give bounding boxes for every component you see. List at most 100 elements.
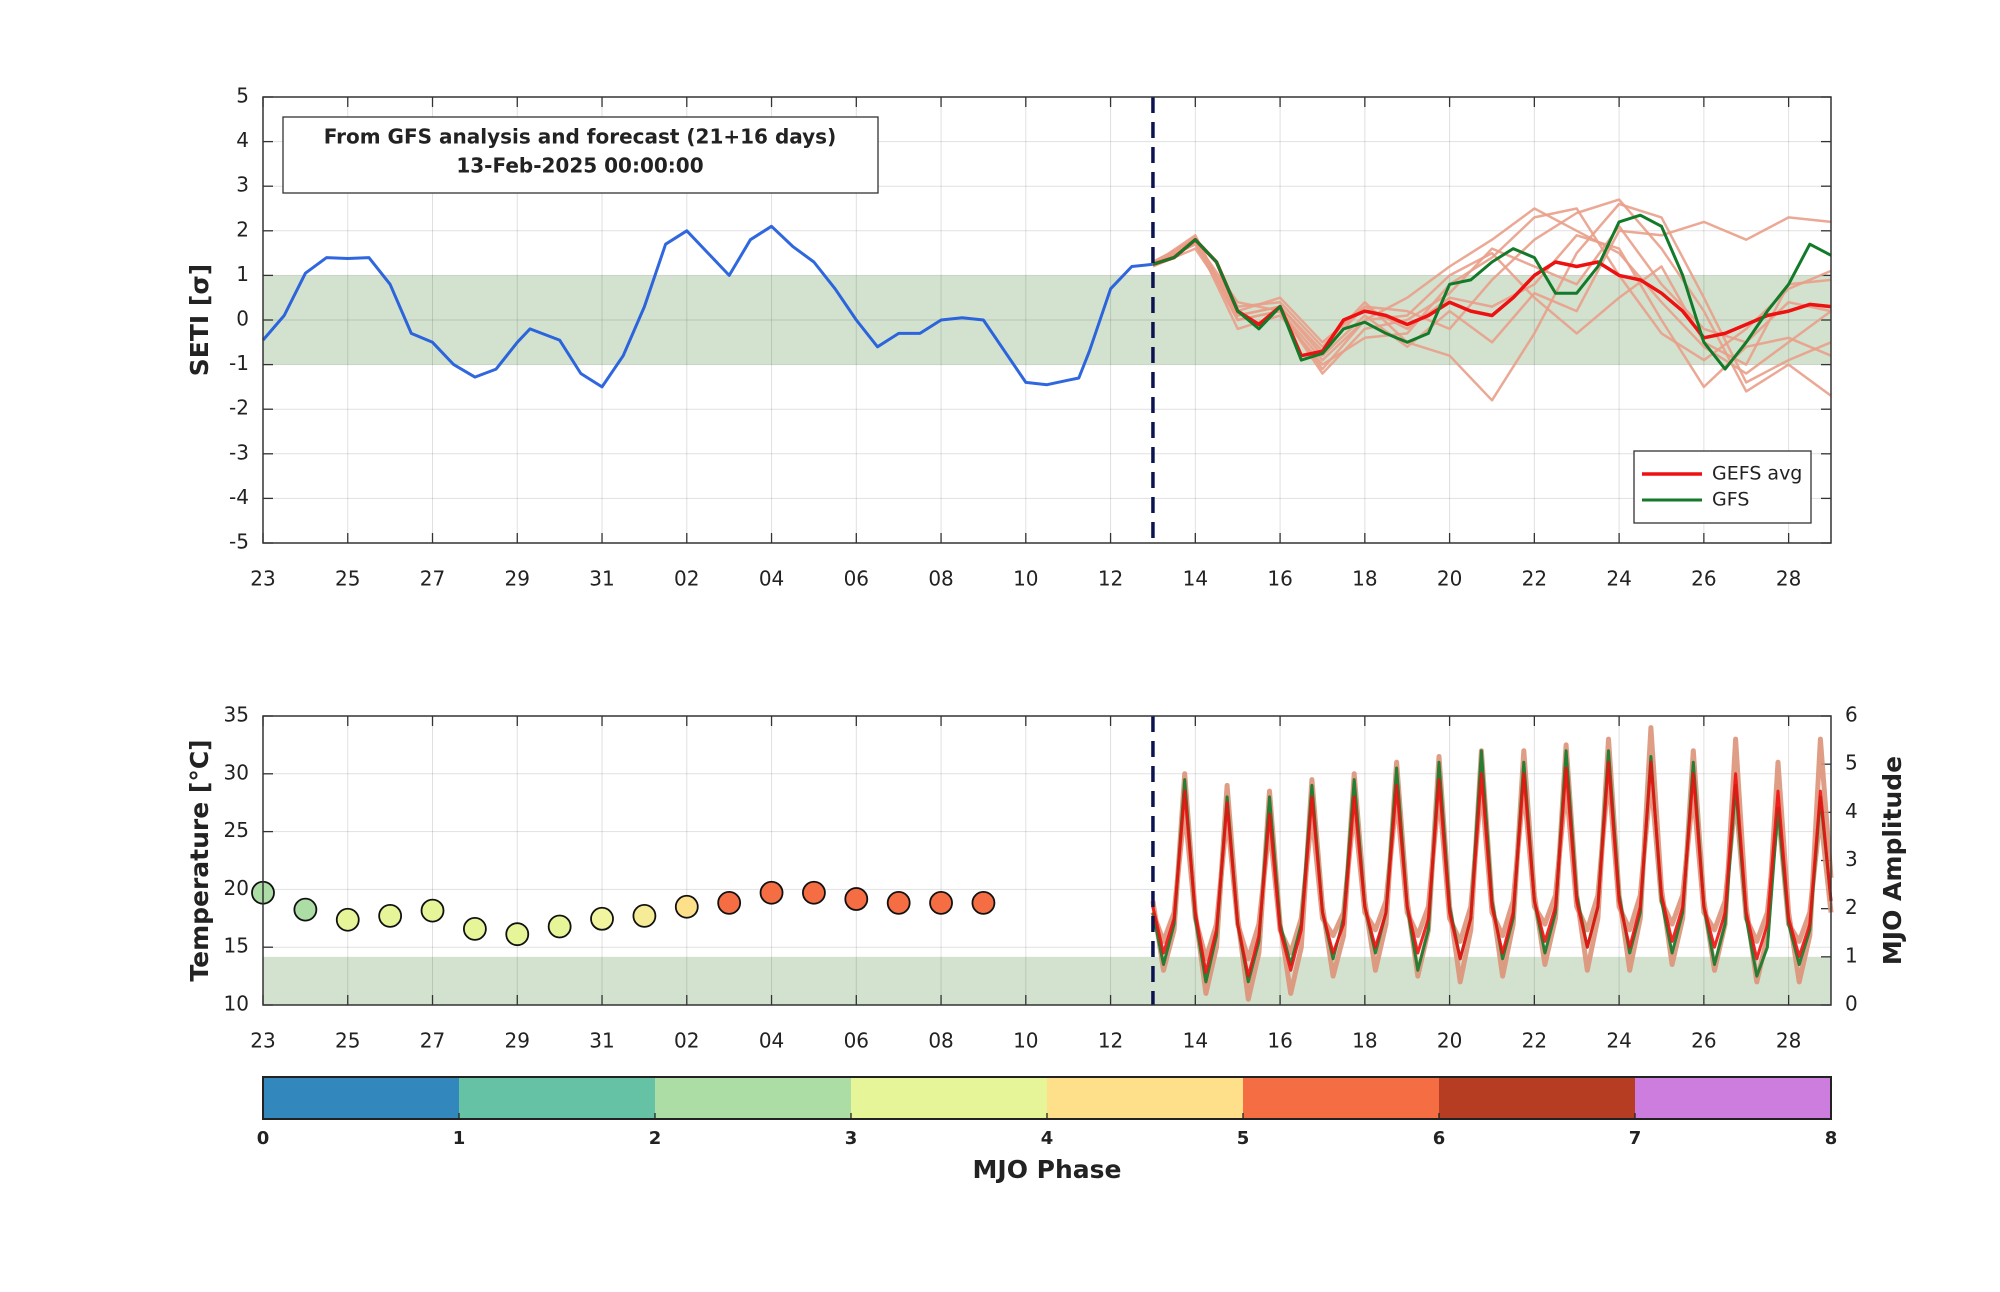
- x-tick-label: 18: [1352, 567, 1377, 591]
- y-tick-label: 25: [224, 818, 249, 842]
- y-tick-label: 4: [236, 128, 249, 152]
- phase-dot: [462, 916, 487, 941]
- phase-dot: [929, 890, 953, 915]
- x-tick-label: 31: [589, 567, 614, 591]
- y-tick-label: 2: [236, 217, 249, 241]
- x-tick-label: 23: [250, 567, 275, 591]
- x-tick-label: 04: [759, 1029, 784, 1053]
- series-line: [1152, 237, 1832, 358]
- x-tick-label: 02: [674, 1029, 699, 1053]
- x-tick-label: 23: [250, 1029, 275, 1053]
- y2-tick-label: 3: [1845, 847, 1858, 871]
- x-tick-label: 24: [1606, 567, 1631, 591]
- colorbar-tick-label: 5: [1237, 1128, 1250, 1149]
- phase-dot: [547, 914, 572, 939]
- phase-dot: [590, 906, 614, 931]
- phase-dot: [378, 903, 403, 928]
- x-tick-label: 28: [1776, 567, 1801, 591]
- phase-dot: [759, 880, 784, 905]
- y-tick-label: -4: [229, 485, 249, 509]
- series-line: [1152, 234, 1832, 389]
- colorbar-label: MJO Phase: [973, 1155, 1122, 1184]
- series-line: [1152, 213, 1832, 371]
- phase-dot: [802, 880, 826, 905]
- y2-tick-label: 5: [1845, 751, 1858, 775]
- x-tick-label: 06: [844, 567, 869, 591]
- phase-dot: [971, 890, 996, 915]
- y2-tick-label: 2: [1845, 895, 1858, 919]
- x-tick-label: 08: [928, 567, 953, 591]
- phase-dot: [844, 887, 869, 911]
- y-tick-label: 0: [236, 307, 249, 331]
- colorbar-tick-label: 4: [1041, 1128, 1054, 1149]
- phase-dot: [293, 897, 318, 922]
- colorbar-segment: [1439, 1077, 1635, 1119]
- x-tick-label: 14: [1183, 1029, 1208, 1053]
- x-tick-label: 25: [335, 567, 360, 591]
- y-tick-label: 1: [236, 262, 249, 286]
- x-tick-label: 12: [1098, 1029, 1123, 1053]
- x-tick-label: 10: [1013, 1029, 1038, 1053]
- plot-frame: [262, 96, 1832, 544]
- y2-tick-label: 6: [1845, 703, 1858, 727]
- x-tick-label: 02: [674, 567, 699, 591]
- legend-box: [1633, 450, 1812, 524]
- phase-dot: [632, 903, 657, 928]
- phase-dot: [886, 890, 911, 915]
- annotation-text: From GFS analysis and forecast (21+16 da…: [324, 125, 836, 149]
- x-tick-label: 28: [1776, 1029, 1801, 1053]
- y-tick-label: -5: [229, 530, 249, 554]
- x-tick-label: 26: [1691, 1029, 1716, 1053]
- series-line: [1152, 198, 1832, 397]
- annotation-text: 13-Feb-2025 00:00:00: [456, 154, 703, 178]
- colorbar-tick-label: 0: [257, 1128, 270, 1149]
- colorbar-tick-label: 2: [649, 1128, 662, 1149]
- y-tick-label: 30: [224, 760, 249, 784]
- y-tick-label: -1: [229, 351, 249, 375]
- colorbar-tick-label: 6: [1433, 1128, 1446, 1149]
- colorbar-segment: [655, 1077, 851, 1119]
- colorbar-tick-label: 1: [453, 1128, 466, 1149]
- x-tick-label: 12: [1098, 567, 1123, 591]
- x-tick-label: 29: [505, 567, 530, 591]
- x-tick-label: 24: [1606, 1029, 1631, 1053]
- x-tick-label: 27: [420, 1029, 445, 1053]
- y-tick-label: 3: [236, 173, 249, 197]
- colorbar-segment: [459, 1077, 655, 1119]
- x-tick-label: 29: [505, 1029, 530, 1053]
- x-tick-label: 22: [1522, 1029, 1547, 1053]
- y-axis-label: SETI [σ]: [185, 264, 214, 376]
- x-tick-label: 08: [928, 1029, 953, 1053]
- x-tick-label: 26: [1691, 567, 1716, 591]
- y-tick-label: 35: [224, 703, 249, 727]
- y-tick-label: -3: [229, 440, 249, 464]
- x-tick-label: 22: [1522, 567, 1547, 591]
- x-tick-label: 04: [759, 567, 784, 591]
- x-tick-label: 27: [420, 567, 445, 591]
- y-tick-label: -2: [229, 396, 249, 420]
- x-tick-label: 10: [1013, 567, 1038, 591]
- y2-axis-label: MJO Amplitude: [1878, 756, 1907, 965]
- y-tick-label: 15: [224, 934, 249, 958]
- legend-label: GEFS avg: [1712, 463, 1802, 485]
- series-line: [1152, 240, 1832, 366]
- y-tick-label: 10: [224, 992, 249, 1016]
- series-line: [1151, 760, 1833, 978]
- x-tick-label: 18: [1352, 1029, 1377, 1053]
- plot-frame: [262, 715, 1832, 1006]
- x-tick-label: 06: [844, 1029, 869, 1053]
- x-tick-label: 31: [589, 1029, 614, 1053]
- phase-dot: [674, 894, 699, 919]
- phase-dot: [717, 890, 742, 915]
- x-tick-label: 16: [1267, 1029, 1292, 1053]
- phase-dot: [505, 922, 530, 947]
- x-tick-label: 25: [335, 1029, 360, 1053]
- colorbar-segment: [263, 1077, 459, 1119]
- x-tick-label: 14: [1183, 567, 1208, 591]
- colorbar-segment: [1047, 1077, 1243, 1119]
- x-tick-label: 16: [1267, 567, 1292, 591]
- y2-tick-label: 1: [1845, 943, 1858, 967]
- y2-tick-label: 0: [1845, 992, 1858, 1016]
- phase-dot: [335, 907, 360, 932]
